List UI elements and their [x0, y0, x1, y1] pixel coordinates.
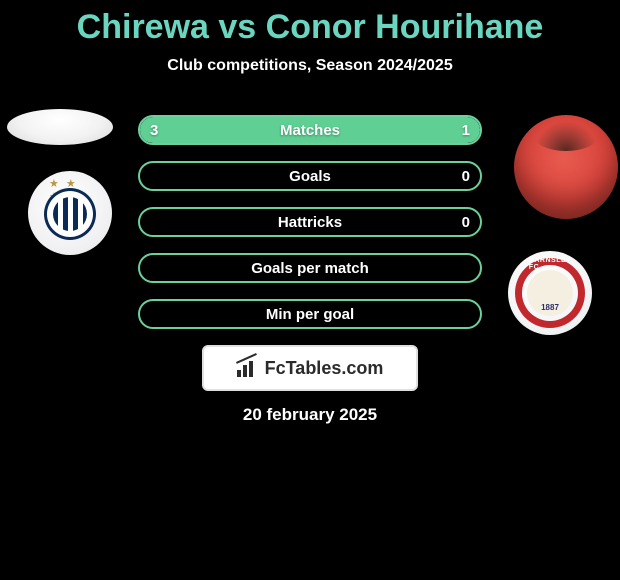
- stat-row: Goals per match: [138, 253, 482, 283]
- stat-row: 0Goals: [138, 161, 482, 191]
- stat-label: Min per goal: [140, 301, 480, 327]
- stat-label: Goals per match: [140, 255, 480, 281]
- snapshot-date: 20 february 2025: [0, 405, 620, 425]
- stat-row: 0Hattricks: [138, 207, 482, 237]
- club-right-year: 1887: [527, 270, 573, 316]
- stat-bars: 31Matches 0Goals 0Hattricks Goals per match…: [138, 115, 482, 345]
- stat-label: Hattricks: [140, 209, 480, 235]
- player-left-avatar: [7, 109, 113, 145]
- club-left-stripes-icon: [53, 197, 87, 231]
- club-left-shield: [44, 188, 96, 240]
- player-right-avatar: [514, 115, 618, 219]
- barchart-icon: [237, 359, 259, 377]
- fctables-label: FcTables.com: [265, 358, 384, 379]
- page-title: Chirewa vs Conor Hourihane: [0, 0, 620, 47]
- club-right-badge: BARNSLEY FC 1887: [508, 251, 592, 335]
- fctables-watermark: FcTables.com: [202, 345, 418, 391]
- page-subtitle: Club competitions, Season 2024/2025: [0, 57, 620, 75]
- stat-row: 31Matches: [138, 115, 482, 145]
- club-right-name: BARNSLEY FC: [529, 257, 571, 271]
- club-left-badge: ★ ★ ★: [28, 171, 112, 255]
- stat-label: Goals: [140, 163, 480, 189]
- stat-label: Matches: [140, 117, 480, 143]
- stat-row: Min per goal: [138, 299, 482, 329]
